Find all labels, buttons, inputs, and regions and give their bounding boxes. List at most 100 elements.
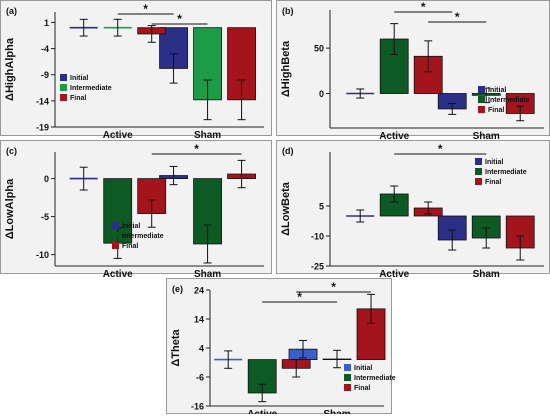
panel-label: (e)	[172, 284, 183, 294]
legend-swatch	[112, 242, 119, 249]
y-tick-label: 24	[194, 286, 204, 296]
error-bar	[299, 339, 308, 359]
chart-panel-4: 5 -10 -25 ΔLowBeta (d) Active Sham * Initial Inte…	[276, 140, 550, 280]
error-bar	[79, 166, 88, 191]
error-bar	[224, 350, 233, 369]
y-tick-label: -10	[36, 250, 49, 260]
legend-label: Final	[70, 95, 86, 102]
significance-star: *	[331, 280, 336, 294]
legend-label: Final	[122, 243, 138, 250]
panel-label: (d)	[282, 146, 294, 156]
legend-swatch	[475, 158, 482, 165]
y-axis-label: ΔTheta	[170, 328, 182, 366]
legend-swatch	[475, 178, 482, 185]
significance-star: *	[421, 0, 426, 14]
error-bar	[113, 18, 122, 37]
y-axis-label: ΔHighBeta	[280, 40, 292, 97]
error-bar	[367, 293, 376, 324]
chart-panel-1: 1 -4 -9 -14 -19 ΔHighAlpha (a) Active Sham * * Init…	[0, 0, 272, 141]
legend-swatch	[112, 232, 119, 239]
x-category-label: Active	[379, 131, 409, 142]
legend-label: Initial	[354, 365, 372, 372]
legend-swatch	[60, 84, 67, 91]
error-bar	[333, 349, 342, 369]
y-tick-label: -6	[196, 373, 204, 383]
legend-label: Intermediate	[354, 375, 396, 382]
x-category-label: Sham	[473, 131, 500, 142]
y-tick-label: -14	[36, 96, 49, 106]
legend-label: Final	[488, 107, 504, 114]
x-category-label: Sham	[323, 409, 350, 414]
legend-swatch	[478, 86, 485, 93]
error-bar	[448, 229, 457, 251]
y-tick-label: 50	[314, 44, 324, 54]
y-tick-label: -10	[311, 232, 324, 242]
legend-swatch	[344, 384, 351, 391]
error-bar	[356, 88, 365, 99]
error-bar	[147, 25, 156, 43]
panel-label: (b)	[282, 6, 294, 16]
significance-star: *	[177, 12, 182, 26]
y-axis-label: ΔHighAlpha	[4, 37, 16, 101]
x-category-label: Active	[379, 269, 409, 280]
error-bar	[237, 79, 246, 121]
y-tick-label: -5	[41, 212, 49, 222]
significance-star: *	[194, 142, 199, 156]
error-bar	[356, 209, 365, 223]
legend-label: Intermediate	[488, 97, 530, 104]
x-category-label: Sham	[194, 130, 221, 141]
legend-label: Final	[485, 179, 501, 186]
y-tick-label: -9	[41, 70, 49, 80]
legend: Initial Intermediate Final	[475, 158, 527, 186]
legend: Initial Intermediate Final	[344, 364, 396, 392]
legend-swatch	[60, 74, 67, 81]
y-axis-label: ΔLowAlpha	[4, 178, 16, 239]
legend-label: Intermediate	[70, 85, 112, 92]
y-tick-label: 1	[44, 18, 49, 28]
error-bar	[424, 40, 433, 73]
error-bar	[448, 102, 457, 115]
legend-label: Initial	[488, 87, 506, 94]
chart-panel-2: 50 0 ΔHighBeta (b) Active Sham * * Initial Interm…	[276, 0, 550, 142]
y-tick-label: 5	[319, 202, 324, 212]
y-tick-label: -25	[311, 262, 324, 272]
legend-swatch	[475, 168, 482, 175]
error-bar	[169, 165, 178, 186]
x-category-label: Sham	[473, 269, 500, 280]
legend: Initial Intermediate Final	[478, 86, 530, 114]
error-bar	[516, 105, 525, 122]
significance-star: *	[297, 290, 302, 304]
error-bar	[237, 159, 246, 189]
error-bar	[203, 79, 212, 121]
significance-star: *	[143, 2, 148, 16]
error-bar	[147, 199, 156, 228]
legend: Initial Intermediate Final	[60, 74, 112, 102]
panel-label: (a)	[6, 6, 17, 16]
error-bar	[203, 224, 212, 264]
legend-swatch	[344, 374, 351, 381]
panel-frame	[166, 278, 392, 414]
x-category-label: Sham	[194, 269, 221, 280]
chart-panel-3: 0 -5 -10 ΔLowAlpha (c) Active Sham * Initial Inte…	[0, 140, 272, 280]
error-bar	[516, 235, 525, 261]
legend-swatch	[112, 222, 119, 229]
x-category-label: Active	[103, 130, 133, 141]
panel-frame	[0, 0, 272, 136]
error-bar	[79, 18, 88, 37]
legend-swatch	[478, 106, 485, 113]
panel-label: (c)	[6, 146, 17, 156]
legend-label: Intermediate	[122, 233, 164, 240]
legend-label: Initial	[70, 75, 88, 82]
panel-frame	[0, 140, 272, 274]
legend-swatch	[344, 364, 351, 371]
error-bar	[292, 359, 301, 378]
x-category-label: Active	[103, 269, 133, 280]
y-tick-label: 14	[194, 315, 204, 325]
y-tick-label: 4	[199, 344, 204, 354]
y-tick-label: 0	[44, 174, 49, 184]
error-bar	[482, 227, 491, 249]
error-bar	[169, 53, 178, 84]
error-bar	[390, 185, 399, 203]
significance-star: *	[455, 10, 460, 24]
